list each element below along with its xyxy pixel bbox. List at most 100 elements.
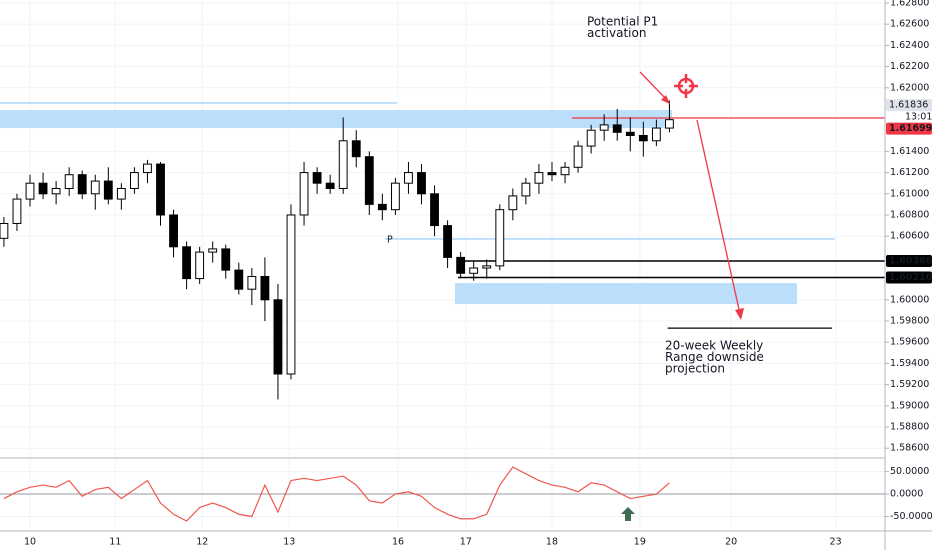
price-tag-label: 1.61836 (889, 100, 928, 111)
y-tick-label: 1.62200 (890, 61, 929, 72)
y-tick-label: 1.62600 (890, 19, 929, 30)
y-tick-label: 1.60000 (890, 294, 929, 305)
candle-body (260, 275, 270, 301)
arrow (696, 119, 741, 315)
oscillator-line (3, 466, 670, 522)
candle-body (247, 275, 257, 290)
x-tick-label: 17 (460, 537, 472, 548)
candle-body (482, 265, 492, 269)
candle-body (169, 214, 178, 248)
candle-body (508, 195, 518, 211)
candle-body (404, 172, 413, 184)
candle-body (0, 222, 9, 239)
candle-body (38, 182, 48, 195)
candle-body (90, 180, 100, 195)
candle-body (129, 172, 139, 189)
x-tick-label: 13 (283, 537, 295, 548)
candle-body (338, 140, 348, 189)
x-tick-label: 23 (830, 537, 842, 548)
candle-body (364, 156, 374, 205)
x-tick-label: 10 (24, 537, 36, 548)
candle-body (560, 166, 570, 176)
y-tick-label: 1.59800 (890, 316, 929, 327)
candle-body (182, 246, 192, 280)
y-tick-label: 1.59000 (890, 400, 929, 411)
y-tick-label: 1.59400 (890, 358, 929, 369)
candle-body (77, 174, 87, 195)
candle-body (51, 187, 61, 195)
candle-body (456, 256, 466, 274)
candle-body (351, 140, 361, 158)
y-tick-label: 1.62000 (890, 82, 929, 93)
y-tick-label: 1.58600 (890, 443, 929, 454)
y-tick-label: 1.60600 (890, 231, 929, 242)
candle-body (625, 131, 635, 136)
annotation: activation (587, 26, 646, 40)
candle-body (325, 182, 335, 189)
candle-body (638, 134, 648, 142)
x-tick-label: 20 (725, 537, 737, 548)
candle-body (116, 187, 126, 200)
zone (454, 283, 797, 305)
candle-body (221, 248, 231, 271)
candle-body (417, 172, 426, 195)
price-tag-label: 1.61699 (889, 123, 932, 134)
candle-body (495, 209, 505, 267)
y-tick-label: 1.58800 (890, 422, 929, 433)
candle-body (665, 119, 674, 129)
candle-body (573, 145, 583, 168)
candle-body (64, 174, 74, 189)
candle-body (312, 172, 322, 184)
price-tag (886, 254, 932, 267)
y-tick-label: -50.0000 (890, 511, 932, 522)
arrow-head (661, 95, 670, 104)
candle-body (273, 299, 283, 375)
zone (0, 110, 673, 129)
candle-body (430, 193, 439, 227)
x-tick-label: 12 (196, 537, 208, 548)
y-tick-label: 1.62400 (890, 40, 929, 51)
candle-body (547, 172, 557, 176)
price-tag (886, 99, 932, 112)
price-tag (886, 271, 932, 284)
candle-body (299, 172, 309, 216)
candle-body (195, 251, 205, 280)
candle-body (143, 163, 152, 174)
y-tick-label: 1.59600 (890, 337, 929, 348)
y-tick-label: 1.61400 (890, 146, 929, 157)
y-tick-label: 1.60800 (890, 209, 929, 220)
annotation: projection (665, 362, 725, 376)
x-tick-label: 19 (634, 537, 646, 548)
x-tick-label: 11 (109, 537, 121, 548)
annotation: 20-week Weekly (665, 339, 763, 353)
y-tick-label: 1.62800 (890, 0, 929, 8)
y-tick-label: 1.61200 (890, 167, 929, 178)
candle-body (443, 225, 453, 258)
x-tick-label: 16 (392, 537, 404, 548)
candle-body (586, 129, 596, 147)
candle-body (390, 182, 400, 211)
countdown-label: 13:01 (905, 112, 932, 123)
line-label: P (387, 234, 393, 245)
price-tag-label: 1.60366 (889, 255, 932, 266)
target-icon (674, 74, 698, 98)
candle-body (651, 127, 661, 142)
y-tick-label: 1.59200 (890, 379, 929, 390)
arrow-head (735, 308, 744, 320)
x-tick-label: 18 (546, 537, 558, 548)
candle-body (286, 214, 296, 375)
candle-body (377, 203, 387, 211)
y-tick-label: 1.61000 (890, 188, 929, 199)
candle-body (521, 182, 531, 197)
candle-body (12, 198, 22, 224)
y-tick-label: 50.0000 (890, 466, 929, 477)
y-tick-label: 0.0000 (890, 489, 923, 500)
annotation: Range downside (665, 350, 764, 364)
candle-body (234, 269, 244, 290)
candle-body (469, 267, 479, 274)
price-tag (886, 122, 932, 135)
price-tag-label: 1.60210 (889, 272, 932, 283)
candle-body (25, 182, 35, 200)
